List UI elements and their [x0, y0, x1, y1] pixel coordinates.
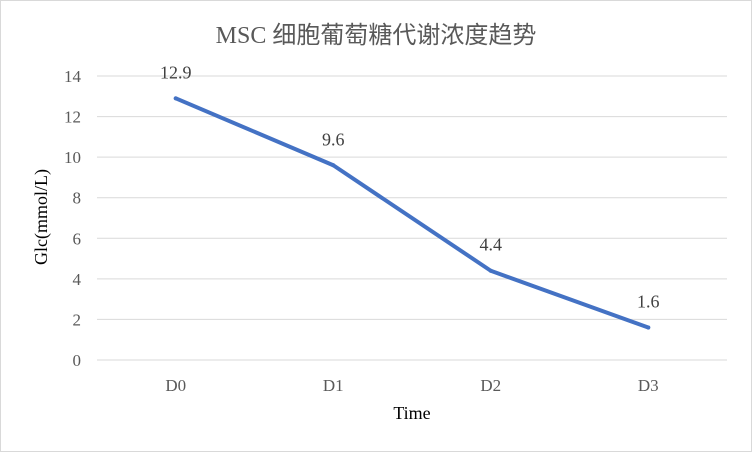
data-point: [646, 325, 651, 330]
y-tick-label: 4: [73, 270, 82, 289]
x-tick-label: D3: [638, 376, 659, 395]
x-tick-label: D1: [323, 376, 344, 395]
data-label: 9.6: [322, 129, 345, 149]
x-tick-label: D2: [480, 376, 501, 395]
series-group: [173, 96, 651, 330]
x-tick-label: D0: [165, 376, 186, 395]
y-tick-label: 12: [64, 108, 81, 127]
data-label: 12.9: [160, 62, 192, 82]
data-label: 4.4: [480, 235, 503, 255]
x-axis-title: Time: [393, 403, 430, 423]
data-point: [331, 163, 336, 168]
y-tick-label: 14: [64, 67, 82, 86]
x-axis-ticks: D0 D1 D2 D3: [165, 376, 658, 395]
data-point: [488, 268, 493, 273]
y-axis-ticks: 0 2 4 6 8 10 12 14: [64, 67, 82, 370]
y-tick-label: 2: [73, 310, 82, 329]
y-tick-label: 6: [73, 229, 82, 248]
y-axis-title: Glc(mmol/L): [31, 169, 52, 265]
y-tick-label: 10: [64, 148, 81, 167]
y-tick-label: 0: [73, 351, 82, 370]
series-line: [173, 96, 651, 330]
data-point: [173, 96, 178, 101]
data-labels: 12.9 9.6 4.4 1.6: [160, 62, 660, 311]
chart-title: MSC 细胞葡萄糖代谢浓度趋势: [216, 22, 537, 49]
y-tick-label: 8: [73, 189, 82, 208]
gridlines: [97, 75, 727, 361]
data-label: 1.6: [637, 292, 660, 312]
